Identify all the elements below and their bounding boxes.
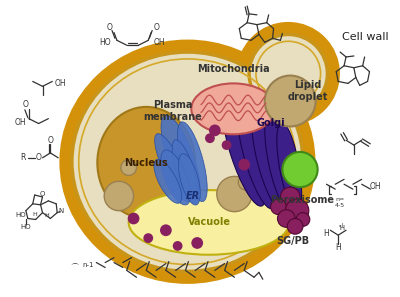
Text: O: O: [36, 153, 42, 162]
Text: O: O: [40, 191, 45, 197]
Ellipse shape: [104, 181, 134, 211]
Text: Mitochondria: Mitochondria: [197, 64, 270, 74]
Text: OH: OH: [370, 182, 381, 191]
Ellipse shape: [129, 190, 289, 255]
Text: R: R: [20, 153, 26, 162]
Text: Nucleus: Nucleus: [124, 158, 168, 168]
Text: HO: HO: [99, 38, 111, 47]
Text: O: O: [106, 23, 112, 32]
Text: Peroxisome: Peroxisome: [270, 195, 334, 205]
Ellipse shape: [172, 140, 199, 203]
Ellipse shape: [222, 140, 232, 150]
Text: H: H: [32, 212, 37, 217]
Ellipse shape: [72, 52, 303, 271]
Text: Vacuole: Vacuole: [188, 217, 230, 228]
Ellipse shape: [249, 34, 328, 113]
Text: I: I: [341, 223, 343, 228]
Text: H: H: [324, 229, 329, 238]
Ellipse shape: [191, 237, 203, 249]
Ellipse shape: [285, 199, 309, 222]
Ellipse shape: [278, 210, 295, 227]
Text: Golgi: Golgi: [256, 118, 285, 127]
Text: OH: OH: [54, 79, 66, 88]
Ellipse shape: [280, 187, 300, 207]
Text: SG/PB: SG/PB: [276, 236, 310, 246]
Text: HO: HO: [16, 211, 26, 218]
Text: $\frown$: $\frown$: [69, 258, 81, 267]
Ellipse shape: [121, 160, 136, 176]
Ellipse shape: [277, 122, 302, 211]
Text: 'H: 'H: [338, 225, 345, 231]
Ellipse shape: [282, 152, 318, 187]
Ellipse shape: [238, 103, 276, 209]
Text: H: H: [44, 213, 49, 218]
Ellipse shape: [178, 122, 207, 202]
Ellipse shape: [143, 233, 153, 243]
Ellipse shape: [296, 213, 310, 226]
Text: Cell wall: Cell wall: [342, 32, 389, 42]
Text: HO: HO: [20, 224, 31, 230]
Text: H: H: [335, 243, 341, 252]
Ellipse shape: [238, 159, 250, 170]
Text: N: N: [58, 208, 64, 214]
Text: OH: OH: [153, 38, 165, 47]
Text: OH: OH: [14, 118, 26, 127]
Text: O: O: [48, 136, 53, 145]
Ellipse shape: [97, 107, 195, 219]
Ellipse shape: [128, 213, 140, 224]
Ellipse shape: [173, 241, 182, 251]
Text: Lipid
droplet: Lipid droplet: [288, 80, 328, 102]
Text: Plasma
membrane: Plasma membrane: [143, 100, 202, 121]
Ellipse shape: [217, 176, 252, 212]
Ellipse shape: [154, 159, 182, 203]
Text: O: O: [23, 100, 29, 109]
Text: O: O: [153, 23, 159, 32]
Ellipse shape: [238, 174, 254, 190]
Ellipse shape: [161, 150, 190, 205]
Ellipse shape: [160, 224, 172, 236]
Ellipse shape: [178, 154, 200, 205]
Ellipse shape: [161, 115, 200, 200]
Ellipse shape: [265, 75, 316, 127]
Ellipse shape: [191, 83, 276, 134]
Ellipse shape: [265, 115, 294, 211]
Text: n-1: n-1: [83, 262, 94, 268]
Ellipse shape: [252, 108, 286, 209]
Text: n=
4-5: n= 4-5: [335, 197, 345, 208]
Ellipse shape: [209, 124, 221, 136]
Text: ER: ER: [186, 191, 200, 201]
Ellipse shape: [155, 134, 191, 202]
Ellipse shape: [205, 133, 215, 143]
Ellipse shape: [222, 98, 266, 206]
Ellipse shape: [287, 219, 303, 234]
Ellipse shape: [271, 199, 286, 215]
